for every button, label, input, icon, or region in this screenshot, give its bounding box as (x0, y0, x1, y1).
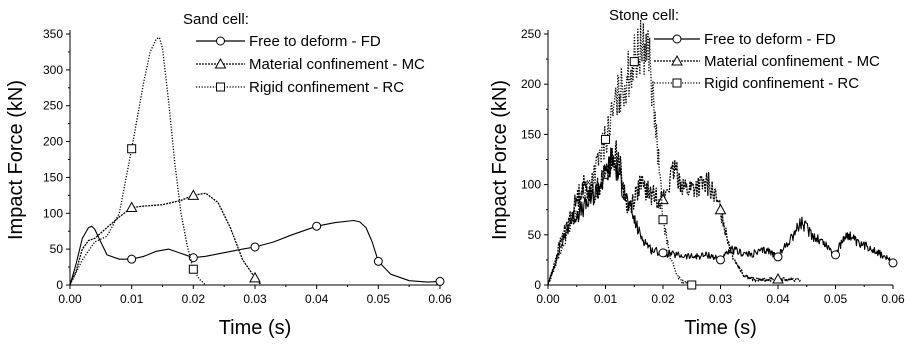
series-3 (547, 20, 697, 290)
legend-label: Material confinement - MC (704, 53, 880, 70)
series-line (69, 192, 262, 286)
series-2 (547, 140, 802, 286)
series-2 (69, 189, 262, 286)
data-point-marker (249, 271, 261, 283)
data-point-marker (888, 258, 898, 268)
x-tick-label: 0.02 (651, 292, 675, 306)
data-point-marker (188, 264, 198, 274)
data-point-marker (714, 203, 727, 215)
x-tick-label: 0.04 (766, 292, 790, 306)
x-tick-label: 0.01 (120, 292, 144, 306)
legend-label: Free to deform - FD (704, 31, 836, 48)
y-axis-title: Impact Force (kN) (5, 80, 27, 240)
data-point-marker (125, 201, 138, 213)
data-point-marker (687, 280, 697, 290)
y-tick-label: 150 (521, 127, 541, 141)
y-tick-label: 150 (43, 170, 63, 184)
data-point-marker (312, 221, 322, 231)
y-axis-title: Impact Force (kN) (489, 80, 511, 240)
x-tick-label: 0.01 (594, 292, 618, 306)
x-tick-label: 0.02 (182, 292, 206, 306)
legend-marker (672, 34, 682, 44)
y-tick-label: 350 (43, 27, 63, 41)
legend-marker (672, 78, 682, 88)
data-point-marker (716, 255, 725, 265)
y-tick-label: 200 (521, 77, 541, 91)
x-axis-title: Time (s) (684, 317, 757, 339)
chart-1: 0.00 0.01 0.02 0.03 0.04 0.05 0.06 0 50 100 150 200… (5, 11, 452, 339)
x-tick-label: 0.06 (881, 292, 905, 306)
data-point-marker (373, 256, 383, 266)
y-tick-label: 0 (56, 278, 63, 292)
y-tick-label: 250 (43, 99, 63, 113)
data-point-marker (435, 276, 445, 286)
legend-marker (216, 82, 225, 92)
data-point-marker (601, 134, 610, 144)
x-tick-label: 0.03 (709, 292, 733, 306)
x-tick-label: 0.00 (58, 292, 82, 306)
y-tick-label: 100 (43, 206, 63, 220)
series-line (69, 219, 441, 286)
data-point-marker (831, 250, 840, 260)
y-tick-label: 200 (43, 135, 63, 149)
x-tick-label: 0.05 (367, 292, 391, 306)
y-tick-label: 0 (534, 278, 541, 292)
legend: Sand cell:Free to deform - FD Material co… (183, 11, 425, 96)
data-point-marker (772, 272, 784, 284)
chart-2: 0.00 0.01 0.02 0.03 0.04 0.05 0.06 0 50 100 150 200… (489, 7, 905, 339)
legend-label: Rigid confinement - RC (704, 75, 859, 92)
data-point-marker (127, 254, 137, 264)
y-tick-label: 300 (43, 63, 63, 77)
x-axis-title: Time (s) (219, 317, 292, 339)
y-tick-label: 250 (521, 27, 541, 41)
legend-label: Rigid confinement - RC (249, 79, 404, 96)
data-point-marker (187, 189, 200, 200)
data-point-marker (657, 193, 669, 205)
y-tick-label: 50 (50, 242, 64, 256)
x-tick-label: 0.03 (243, 292, 267, 306)
x-tick-label: 0.05 (824, 292, 848, 306)
data-point-marker (658, 215, 668, 225)
legend-marker (214, 57, 227, 69)
data-point-marker (773, 252, 783, 262)
y-tick-label: 100 (521, 178, 541, 192)
legend-title: Stone cell: (609, 7, 679, 24)
series-1 (69, 219, 445, 286)
data-point-marker (629, 57, 639, 67)
series-line (69, 36, 207, 286)
legend-marker (671, 54, 683, 66)
legend-label: Material confinement - MC (249, 56, 425, 73)
y-tick-label: 50 (528, 228, 542, 242)
x-tick-label: 0.06 (428, 292, 452, 306)
legend-title: Sand cell: (183, 11, 249, 28)
legend-label: Free to deform - FD (249, 33, 381, 50)
x-tick-label: 0.04 (305, 292, 329, 306)
data-point-marker (127, 144, 137, 154)
legend: Stone cell: Free to deform - FD Material c… (609, 7, 880, 92)
series-line (547, 20, 692, 286)
data-point-marker (250, 242, 260, 252)
series-3 (69, 36, 207, 286)
series-line (547, 140, 802, 286)
data-point-marker (658, 248, 668, 258)
x-tick-label: 0.00 (536, 292, 560, 306)
legend-marker (216, 36, 225, 46)
